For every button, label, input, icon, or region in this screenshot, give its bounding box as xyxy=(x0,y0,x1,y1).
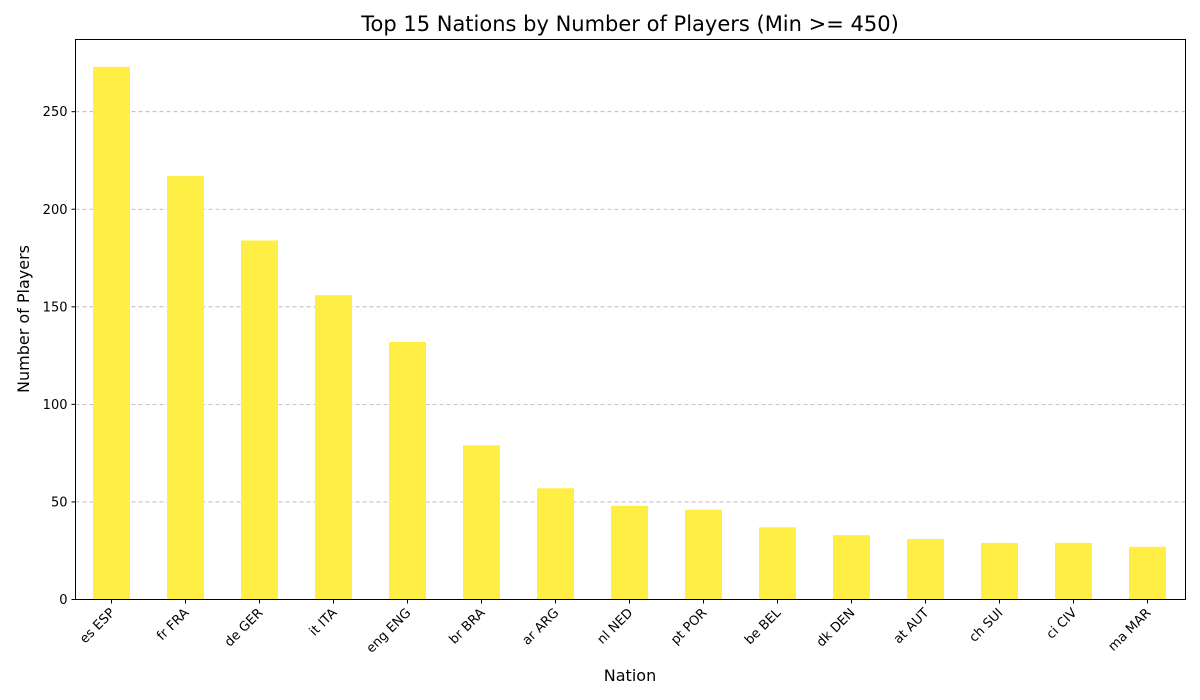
x-tick-label: it ITA xyxy=(307,606,341,640)
y-tick-label: 150 xyxy=(43,300,68,315)
bar xyxy=(907,539,944,600)
x-tick-label: pt POR xyxy=(668,606,710,648)
x-tick-label: fr FRA xyxy=(154,606,192,644)
y-axis-ticks: 0 50 100 150 200 250 xyxy=(43,105,76,608)
bar xyxy=(389,341,426,600)
x-tick-label: de GER xyxy=(222,606,266,650)
x-axis-label: Nation xyxy=(604,666,656,685)
x-tick-label: be BEL xyxy=(742,605,785,648)
bar xyxy=(611,505,648,600)
bar xyxy=(685,509,722,600)
x-tick-label: ci CIV xyxy=(1044,606,1081,643)
bar xyxy=(759,527,796,600)
bar xyxy=(167,176,204,600)
x-tick-label: eng ENG xyxy=(364,606,415,657)
bar xyxy=(463,445,500,600)
x-tick-label: at AUT xyxy=(891,606,932,647)
bar xyxy=(93,66,130,600)
chart-title: Top 15 Nations by Number of Players (Min… xyxy=(360,12,899,36)
bar xyxy=(315,295,352,600)
x-tick-label: es ESP xyxy=(77,606,118,647)
y-tick-label: 50 xyxy=(51,495,68,510)
x-tick-label: dk DEN xyxy=(814,606,858,650)
y-tick-label: 100 xyxy=(43,398,68,413)
y-axis-label: Number of Players xyxy=(14,245,33,393)
bar xyxy=(537,488,574,600)
x-tick-label: ar ARG xyxy=(520,606,563,649)
x-tick-label: nl NED xyxy=(595,606,637,648)
y-tick-label: 250 xyxy=(43,105,68,120)
bar xyxy=(833,535,870,600)
x-tick-label: br BRA xyxy=(447,606,489,648)
x-axis-ticks: es ESP fr FRA de GER it ITA eng ENG br BRA ar … xyxy=(77,599,1155,657)
x-tick-label: ch SUI xyxy=(967,606,1007,646)
bar xyxy=(241,240,278,600)
y-tick-label: 0 xyxy=(59,593,67,608)
bar xyxy=(1055,542,1092,600)
y-tick-label: 200 xyxy=(43,203,68,218)
plot-frame xyxy=(75,39,1186,600)
x-tick-label: ma MAR xyxy=(1106,606,1155,655)
bar xyxy=(981,542,1018,600)
bars xyxy=(93,66,1166,600)
bar xyxy=(1129,546,1166,600)
